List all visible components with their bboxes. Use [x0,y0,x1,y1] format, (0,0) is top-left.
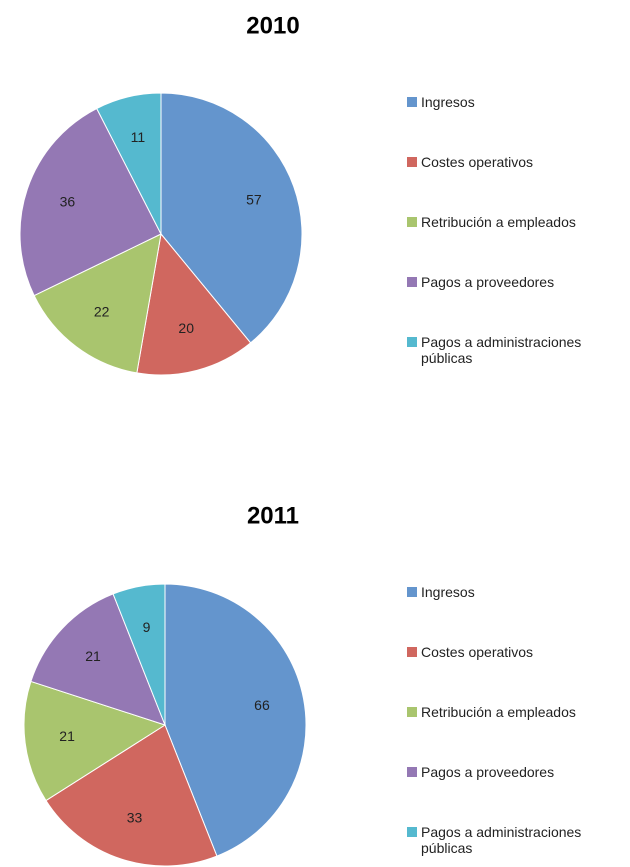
pie-slice [33,233,162,374]
legend-item: Pagos a administraciones públicas [407,334,627,366]
slice-label: 57 [246,191,262,207]
legend-swatch [407,277,417,287]
legend-swatch [407,587,417,597]
pie-slice [112,583,166,726]
legend-label: Pagos a administraciones públicas [421,334,582,366]
slice-label: 22 [94,304,110,320]
pie-slice [19,107,162,297]
legend-label: Pagos a administraciones públicas [421,824,582,856]
legend-item: Retribución a empleados [407,214,627,230]
pie-slice [136,232,252,376]
legend-label: Costes operativos [421,644,534,660]
legend-swatch [407,707,417,717]
legend-swatch [407,97,417,107]
pie-slice [96,92,162,235]
legend-swatch [407,337,417,347]
pie-slice [164,583,307,857]
slice-label: 66 [254,697,270,713]
legend-label: Costes operativos [421,154,534,170]
legend-label: Pagos a proveedores [421,764,555,780]
legend-item: Costes operativos [407,644,627,660]
pie-slice [160,92,303,344]
legend-label: Ingresos [421,584,475,600]
pie-slice [45,724,218,867]
slice-label: 21 [59,728,75,744]
pie-slice [23,680,167,802]
legend-item: Ingresos [407,94,627,110]
legend-item: Pagos a proveedores [407,764,627,780]
pie-slice [30,593,166,726]
slice-label: 9 [143,619,151,635]
legend-swatch [407,217,417,227]
slice-label: 21 [85,648,101,664]
legend-swatch [407,157,417,167]
legend-item: Retribución a empleados [407,704,627,720]
legend-label: Ingresos [421,94,475,110]
legend-label: Retribución a empleados [421,704,576,720]
slice-label: 11 [131,129,146,145]
legend-item: Ingresos [407,584,627,600]
legend-item: Pagos a proveedores [407,274,627,290]
slice-label: 36 [60,193,76,209]
legend-item: Costes operativos [407,154,627,170]
chart-title: 2011 [247,502,299,529]
legend-label: Pagos a proveedores [421,274,555,290]
legend-swatch [407,647,417,657]
legend-swatch [407,767,417,777]
slice-label: 20 [178,320,194,336]
chart-title: 2010 [246,12,299,39]
legend-item: Pagos a administraciones públicas [407,824,627,856]
slice-label: 33 [127,810,143,826]
legend-label: Retribución a empleados [421,214,576,230]
legend-swatch [407,827,417,837]
